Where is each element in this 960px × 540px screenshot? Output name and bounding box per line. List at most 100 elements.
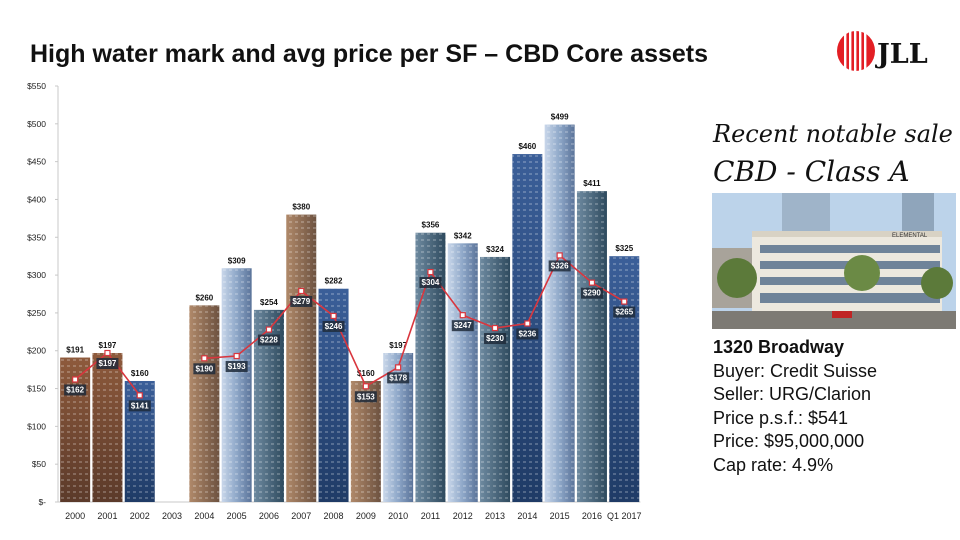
seller-text: Seller: URG/Clarion xyxy=(713,384,872,404)
avg-price-marker xyxy=(72,376,79,383)
avg-price-marker xyxy=(556,252,563,259)
avg-label-bg xyxy=(580,287,603,299)
x-tick-label: 2015 xyxy=(550,511,570,521)
bar-value-label: $325 xyxy=(615,244,633,253)
x-tick-label: 2007 xyxy=(291,511,311,521)
x-tick-label: 2013 xyxy=(485,511,505,521)
avg-label-bg xyxy=(322,320,345,332)
avg-value-label: $153 xyxy=(357,392,375,401)
bar-value-label: $460 xyxy=(518,142,536,151)
avg-price-marker xyxy=(298,287,305,295)
bar-texture xyxy=(447,243,478,502)
avg-label-bg xyxy=(96,357,119,369)
svg-text:JLL: JLL xyxy=(875,39,928,70)
property-name: 1320 Broadway xyxy=(713,337,845,357)
avg-price-marker xyxy=(621,298,628,305)
x-tick-label: 2009 xyxy=(356,511,376,521)
avg-label-bg xyxy=(257,334,280,346)
x-tick-label: Q1 2017 xyxy=(607,511,642,521)
avg-label-bg xyxy=(451,320,474,332)
avg-price-marker xyxy=(524,320,531,327)
avg-label-bg xyxy=(613,306,636,318)
bar-value-label: $260 xyxy=(195,293,213,302)
bar-texture xyxy=(189,305,220,502)
sale-details: 1320 Broadway Buyer: Credit Suisse Selle… xyxy=(713,336,877,477)
jll-logo: JLL xyxy=(836,30,936,72)
avg-label-bg xyxy=(548,260,571,272)
y-tick-label: $250 xyxy=(27,308,46,318)
avg-value-label: $190 xyxy=(195,364,213,373)
bar-value-label: $282 xyxy=(325,277,343,286)
avg-price-marker xyxy=(201,355,208,362)
jll-logo-icon: JLL xyxy=(837,31,928,71)
bar-texture xyxy=(124,380,155,502)
avg-price-marker xyxy=(330,312,337,320)
x-tick-label: 2011 xyxy=(421,511,440,521)
avg-price-marker xyxy=(395,364,402,371)
bar-value-label: $356 xyxy=(422,221,440,230)
avg-label-bg xyxy=(419,277,442,289)
building-photo-image: ELEMENTAL xyxy=(712,193,956,329)
bar-value-label: $309 xyxy=(228,256,246,265)
avg-value-label: $247 xyxy=(454,321,472,330)
avg-label-bg xyxy=(290,295,313,307)
y-tick-label: $150 xyxy=(27,384,46,394)
avg-value-label: $265 xyxy=(615,308,633,317)
avg-price-marker xyxy=(265,326,273,333)
bar-texture xyxy=(512,154,543,502)
sale-subheading: CBD - Class A xyxy=(713,155,910,188)
avg-price-marker xyxy=(427,268,434,276)
page-title: High water mark and avg price per SF – C… xyxy=(30,40,709,68)
bar-value-label: $324 xyxy=(486,245,504,254)
x-tick-label: 2016 xyxy=(582,511,602,521)
avg-price-marker xyxy=(136,392,143,399)
avg-label-bg xyxy=(193,363,216,375)
avg-price-marker xyxy=(459,312,466,319)
bar-value-label: $411 xyxy=(583,179,601,188)
bar-texture xyxy=(286,214,317,502)
avg-price-marker xyxy=(491,324,499,332)
bar-texture xyxy=(609,256,640,502)
avg-value-label: $162 xyxy=(66,385,84,394)
avg-price-marker xyxy=(104,349,111,357)
avg-value-label: $178 xyxy=(389,373,407,382)
x-tick-label: 2000 xyxy=(65,511,85,521)
bar-value-label: $191 xyxy=(66,346,84,355)
bar-value-label: $342 xyxy=(454,231,472,240)
x-tick-label: 2006 xyxy=(259,511,279,521)
avg-value-label: $141 xyxy=(131,401,149,410)
avg-value-label: $230 xyxy=(486,334,504,343)
x-tick-label: 2008 xyxy=(324,511,344,521)
y-tick-label: $550 xyxy=(27,81,46,91)
avg-value-label: $228 xyxy=(260,336,278,345)
avg-label-bg xyxy=(387,372,410,384)
bar-value-label: $254 xyxy=(260,298,278,307)
avg-value-label: $246 xyxy=(325,322,343,331)
building-photo: ELEMENTAL xyxy=(712,193,956,329)
bar-texture xyxy=(480,256,511,502)
x-tick-label: 2005 xyxy=(227,511,247,521)
avg-value-label: $279 xyxy=(292,297,310,306)
x-tick-label: 2010 xyxy=(388,511,408,521)
bar-value-label: $197 xyxy=(99,341,117,350)
bar-texture xyxy=(318,288,349,502)
x-tick-label: 2012 xyxy=(453,511,473,521)
bar-texture xyxy=(92,352,123,502)
y-tick-label: $500 xyxy=(27,119,46,129)
y-tick-label: $100 xyxy=(27,421,46,431)
avg-value-label: $197 xyxy=(99,359,117,368)
bar-value-label: $380 xyxy=(292,203,310,212)
avg-label-bg xyxy=(484,333,507,345)
y-tick-label: $- xyxy=(38,497,46,507)
avg-value-label: $304 xyxy=(422,278,440,287)
avg-value-label: $326 xyxy=(551,261,569,270)
avg-price-marker xyxy=(233,352,240,360)
avg-price-marker xyxy=(588,279,596,286)
bar-value-label: $160 xyxy=(357,369,375,378)
avg-value-label: $236 xyxy=(518,329,536,338)
x-tick-label: 2004 xyxy=(194,511,214,521)
avg-label-bg xyxy=(516,328,539,340)
avg-price-marker xyxy=(362,383,369,390)
building-sign: ELEMENTAL xyxy=(892,233,928,239)
y-tick-label: $200 xyxy=(27,346,46,356)
